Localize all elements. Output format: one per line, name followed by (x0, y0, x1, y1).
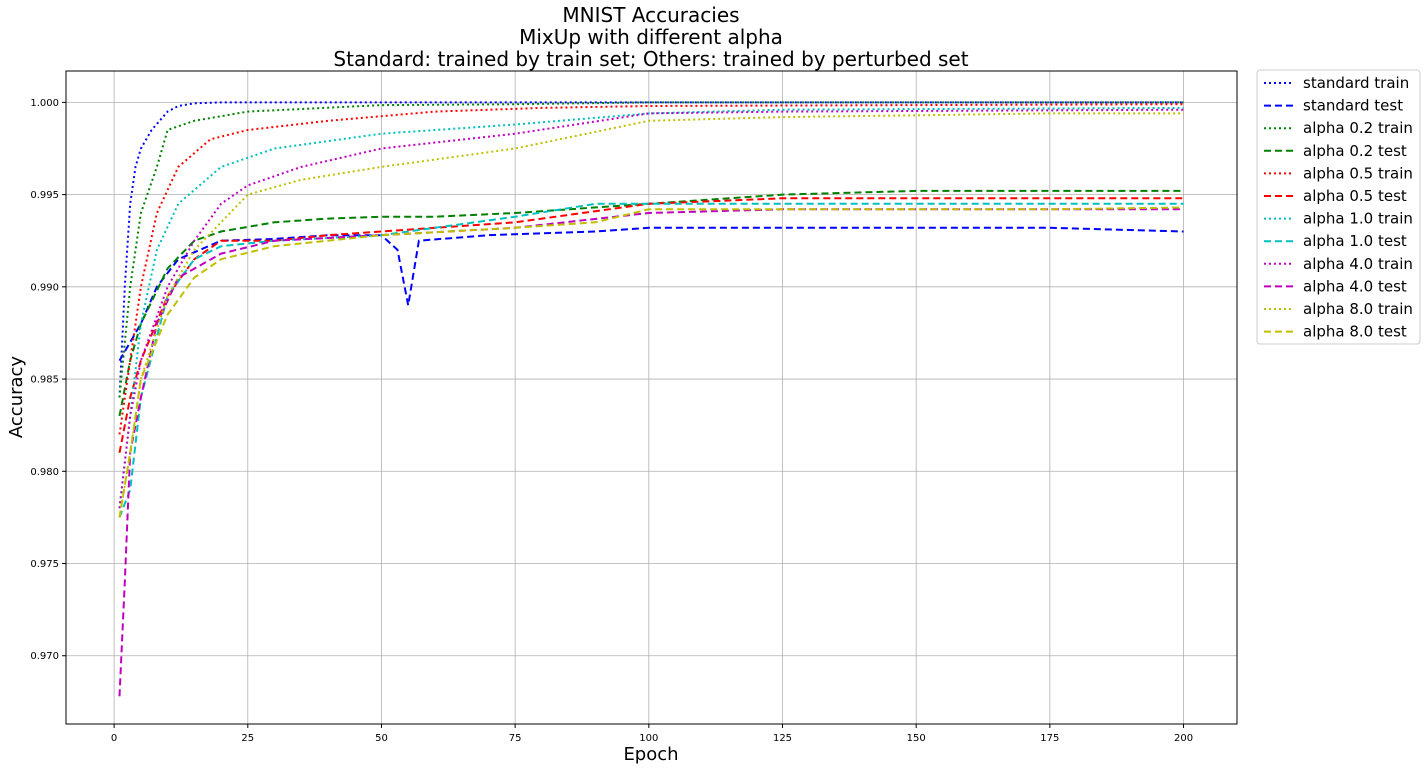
chart-title: MNIST Accuracies MixUp with different al… (333, 3, 968, 71)
y-tick-label: 0.975 (30, 559, 59, 570)
chart-title-line-3: Standard: trained by train set; Others: … (333, 47, 968, 71)
legend-label: alpha 0.5 train (1303, 164, 1413, 182)
legend-label: standard test (1303, 97, 1403, 115)
series-line-alpha-0-5-train (118, 103, 1184, 435)
x-tick-label: 175 (1040, 733, 1059, 744)
legend-label: alpha 8.0 train (1303, 300, 1413, 318)
x-axis-ticks: 0 25 50 75 100 125 150 175 200 (111, 724, 1193, 744)
series-line-standard-train (118, 101, 1184, 398)
x-tick-label: 200 (1174, 733, 1193, 744)
x-tick-label: 50 (375, 733, 388, 744)
legend-label: alpha 0.5 test (1303, 187, 1407, 205)
legend-label: alpha 8.0 test (1303, 323, 1407, 341)
series-line-alpha-1-0-test (118, 202, 1184, 518)
plot-area-frame (65, 70, 1238, 725)
legend-label: alpha 4.0 test (1303, 277, 1407, 295)
y-tick-label: 0.990 (30, 282, 59, 293)
chart-title-line-2: MixUp with different alpha (519, 25, 783, 49)
x-tick-label: 75 (509, 733, 522, 744)
chart-title-line-1: MNIST Accuracies (562, 3, 739, 27)
legend-frame (1256, 69, 1421, 345)
x-tick-label: 100 (639, 733, 658, 744)
y-tick-label: 0.980 (30, 467, 59, 478)
x-tick-label: 25 (241, 733, 254, 744)
y-tick-label: 1.000 (30, 98, 59, 109)
series-line-alpha-0-2-train (118, 101, 1184, 398)
series-line-alpha-0-5-test (118, 197, 1184, 453)
x-axis-label: Epoch (623, 744, 678, 765)
x-tick-label: 125 (773, 733, 792, 744)
legend-label: alpha 1.0 test (1303, 232, 1407, 250)
y-tick-label: 0.985 (30, 375, 59, 386)
y-tick-label: 0.970 (30, 651, 59, 662)
series-line-alpha-4-0-test (118, 208, 1184, 697)
legend-label: alpha 1.0 train (1303, 210, 1413, 228)
legend-label: alpha 0.2 train (1303, 119, 1413, 137)
series-line-standard-test (118, 226, 1184, 362)
series-line-alpha-1-0-train (118, 106, 1184, 509)
legend-label: alpha 4.0 train (1303, 255, 1413, 273)
grid (66, 71, 1237, 724)
x-tick-label: 0 (111, 733, 117, 744)
series-line-alpha-8-0-train (118, 112, 1184, 518)
series-line-alpha-0-2-test (118, 189, 1184, 417)
series-lines (118, 101, 1184, 697)
y-axis-label: Accuracy (6, 356, 27, 439)
legend-label: standard train (1303, 74, 1409, 92)
y-axis-ticks: 0.970 0.975 0.980 0.985 0.990 0.995 1.000 (30, 98, 66, 662)
y-tick-label: 0.995 (30, 190, 59, 201)
x-tick-label: 150 (907, 733, 926, 744)
legend: standard train standard test alpha 0.2 tra… (1256, 69, 1421, 345)
legend-label: alpha 0.2 test (1303, 142, 1407, 160)
series-line-alpha-4-0-train (118, 108, 1184, 509)
